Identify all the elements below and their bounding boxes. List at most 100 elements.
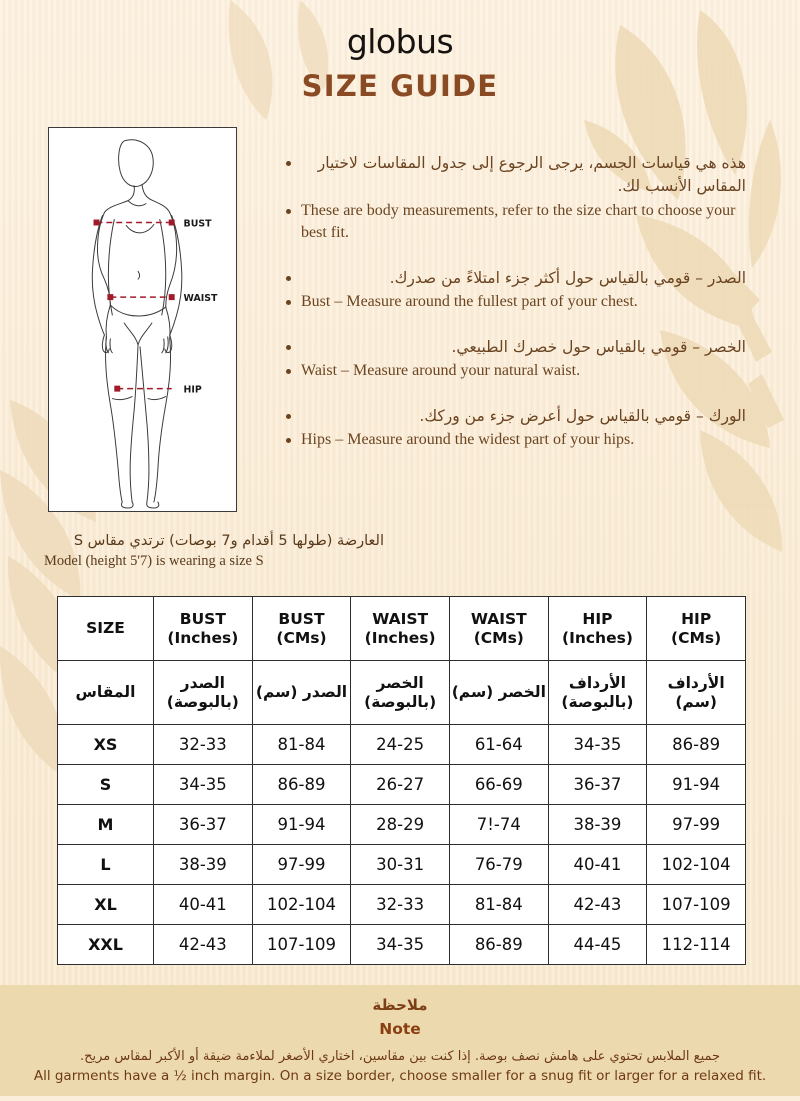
svg-text:HIP: HIP bbox=[184, 385, 202, 396]
instruction-english: Hips – Measure around the widest part of… bbox=[301, 431, 635, 449]
list-item: Waist – Measure around your natural wais… bbox=[286, 360, 746, 383]
column-header-bust-cms: BUST (CMs) bbox=[251, 596, 352, 661]
cell-hip-cms: 112-114 bbox=[646, 924, 746, 965]
table-row: M 36-37 91-94 28-29 7!-74 38-39 97-99 bbox=[57, 804, 746, 845]
cell-bust-cms: 91-94 bbox=[251, 804, 352, 845]
measurement-instructions: هذه هي قياسات الجسم، يرجى الرجوع إلى جدو… bbox=[286, 152, 746, 453]
cell-hip-inches: 36-37 bbox=[547, 764, 648, 805]
list-item: الورك – قومي بالقياس حول أعرض جزء من ورك… bbox=[286, 405, 746, 428]
cell-hip-inches: 34-35 bbox=[547, 724, 648, 765]
cell-hip-inches: 40-41 bbox=[547, 844, 648, 885]
cell-size: L bbox=[57, 844, 154, 885]
column-header-bust-inches-arabic: الصدر (بالبوصة) bbox=[153, 660, 253, 725]
cell-bust-inches: 36-37 bbox=[153, 804, 253, 845]
note-title-english: Note bbox=[379, 1020, 421, 1038]
table-row: L 38-39 97-99 30-31 76-79 40-41 102-104 bbox=[57, 844, 746, 885]
table-row: XS 32-33 81-84 24-25 61-64 34-35 86-89 bbox=[57, 724, 746, 765]
instruction-group-general: هذه هي قياسات الجسم، يرجى الرجوع إلى جدو… bbox=[286, 152, 746, 245]
list-item: Bust – Measure around the fullest part o… bbox=[286, 291, 746, 314]
cell-bust-inches: 34-35 bbox=[153, 764, 253, 805]
note-body-arabic: جميع الملابس تحتوي على هامش نصف بوصة. إذ… bbox=[79, 1049, 721, 1064]
note-body-english: All garments have a ½ inch margin. On a … bbox=[33, 1068, 767, 1084]
column-header-bust-inches: BUST (Inches) bbox=[153, 596, 253, 661]
cell-waist-inches: 34-35 bbox=[350, 924, 450, 965]
cell-bust-cms: 102-104 bbox=[251, 884, 352, 925]
column-header-waist-cms-arabic: الخصر (سم) bbox=[448, 660, 549, 725]
page-header: globus SIZE GUIDE bbox=[0, 22, 800, 103]
model-caption: العارضة (طولها 5 أقدام و7 بوصات) ترتدي م… bbox=[44, 532, 384, 571]
instruction-english: Waist – Measure around your natural wais… bbox=[301, 362, 581, 380]
table-row: XXL 42-43 107-109 34-35 86-89 44-45 112-… bbox=[57, 924, 746, 965]
instruction-arabic: هذه هي قياسات الجسم، يرجى الرجوع إلى جدو… bbox=[317, 154, 746, 196]
column-header-bust-cms-arabic: الصدر (سم) bbox=[251, 660, 352, 725]
bullet-dot-icon bbox=[286, 161, 291, 166]
cell-hip-inches: 38-39 bbox=[547, 804, 648, 845]
bullet-dot-icon bbox=[286, 369, 291, 375]
column-header-hip-cms: HIP (CMs) bbox=[646, 596, 746, 661]
bullet-dot-icon bbox=[286, 413, 291, 419]
column-header-size: SIZE bbox=[57, 596, 154, 661]
list-item: هذه هي قياسات الجسم، يرجى الرجوع إلى جدو… bbox=[286, 152, 746, 199]
cell-bust-inches: 42-43 bbox=[153, 924, 253, 965]
cell-waist-cms: 66-69 bbox=[448, 764, 549, 805]
cell-waist-inches: 32-33 bbox=[350, 884, 450, 925]
instruction-group-waist: الخصر – قومي بالقياس حول خصرك الطبيعي. W… bbox=[286, 336, 746, 383]
cell-waist-cms: 7!-74 bbox=[448, 804, 549, 845]
column-header-hip-inches-arabic: الأرداف (بالبوصة) bbox=[547, 660, 648, 725]
table-row: S 34-35 86-89 26-27 66-69 36-37 91-94 bbox=[57, 764, 746, 805]
instruction-english: Bust – Measure around the fullest part o… bbox=[301, 293, 638, 311]
cell-bust-inches: 40-41 bbox=[153, 884, 253, 925]
cell-waist-cms: 86-89 bbox=[448, 924, 549, 965]
column-header-hip-inches: HIP (Inches) bbox=[547, 596, 648, 661]
bullet-dot-icon bbox=[286, 275, 291, 281]
instruction-group-hips: الورك – قومي بالقياس حول أعرض جزء من ورك… bbox=[286, 405, 746, 452]
note-title-arabic: ملاحظة bbox=[372, 996, 428, 1014]
cell-waist-inches: 24-25 bbox=[350, 724, 450, 765]
cell-waist-inches: 30-31 bbox=[350, 844, 450, 885]
instruction-group-bust: الصدر – قومي بالقياس حول أكثر جزء امتلاء… bbox=[286, 267, 746, 314]
table-header-row-english: SIZE BUST (Inches) BUST (CMs) WAIST (Inc… bbox=[57, 596, 746, 661]
cell-waist-cms: 76-79 bbox=[448, 844, 549, 885]
cell-hip-cms: 86-89 bbox=[646, 724, 746, 765]
cell-waist-inches: 28-29 bbox=[350, 804, 450, 845]
cell-bust-cms: 97-99 bbox=[251, 844, 352, 885]
svg-text:WAIST: WAIST bbox=[184, 293, 218, 304]
bullet-dot-icon bbox=[286, 344, 291, 350]
cell-size: S bbox=[57, 764, 154, 805]
list-item: Hips – Measure around the widest part of… bbox=[286, 429, 746, 452]
model-caption-arabic: العارضة (طولها 5 أقدام و7 بوصات) ترتدي م… bbox=[73, 533, 384, 549]
body-measurement-diagram: BUST WAIST HIP bbox=[48, 127, 237, 512]
cell-hip-cms: 102-104 bbox=[646, 844, 746, 885]
brand-logo: globus bbox=[346, 22, 454, 61]
instruction-arabic: الصدر – قومي بالقياس حول أكثر جزء امتلاء… bbox=[389, 268, 746, 287]
cell-bust-cms: 81-84 bbox=[251, 724, 352, 765]
column-header-waist-cms: WAIST (CMs) bbox=[448, 596, 549, 661]
column-header-waist-inches-arabic: الخصر (بالبوصة) bbox=[350, 660, 450, 725]
table-header-row-arabic: المقاس الصدر (بالبوصة) الصدر (سم) الخصر … bbox=[57, 660, 746, 725]
cell-size: M bbox=[57, 804, 154, 845]
instruction-english: These are body measurements, refer to th… bbox=[301, 201, 736, 242]
cell-hip-inches: 44-45 bbox=[547, 924, 648, 965]
list-item: الصدر – قومي بالقياس حول أكثر جزء امتلاء… bbox=[286, 267, 746, 290]
cell-hip-cms: 91-94 bbox=[646, 764, 746, 805]
cell-bust-inches: 38-39 bbox=[153, 844, 253, 885]
table-row: XL 40-41 102-104 32-33 81-84 42-43 107-1… bbox=[57, 884, 746, 925]
bullet-dot-icon bbox=[286, 208, 291, 214]
cell-bust-inches: 32-33 bbox=[153, 724, 253, 765]
cell-bust-cms: 86-89 bbox=[251, 764, 352, 805]
column-header-size-arabic: المقاس bbox=[57, 660, 154, 725]
cell-size: XXL bbox=[57, 924, 154, 965]
model-caption-english: Model (height 5'7) is wearing a size S bbox=[44, 552, 264, 569]
cell-hip-inches: 42-43 bbox=[547, 884, 648, 925]
cell-hip-cms: 107-109 bbox=[646, 884, 746, 925]
cell-bust-cms: 107-109 bbox=[251, 924, 352, 965]
column-header-waist-inches: WAIST (Inches) bbox=[350, 596, 450, 661]
bullet-dot-icon bbox=[286, 438, 291, 444]
svg-text:BUST: BUST bbox=[184, 218, 213, 229]
cell-size: XL bbox=[57, 884, 154, 925]
size-chart-table: SIZE BUST (Inches) BUST (CMs) WAIST (Inc… bbox=[57, 596, 746, 965]
list-item: الخصر – قومي بالقياس حول خصرك الطبيعي. bbox=[286, 336, 746, 359]
instruction-arabic: الورك – قومي بالقياس حول أعرض جزء من ورك… bbox=[419, 406, 746, 425]
cell-size: XS bbox=[57, 724, 154, 765]
column-header-hip-cms-arabic: الأرداف (سم) bbox=[646, 660, 746, 725]
